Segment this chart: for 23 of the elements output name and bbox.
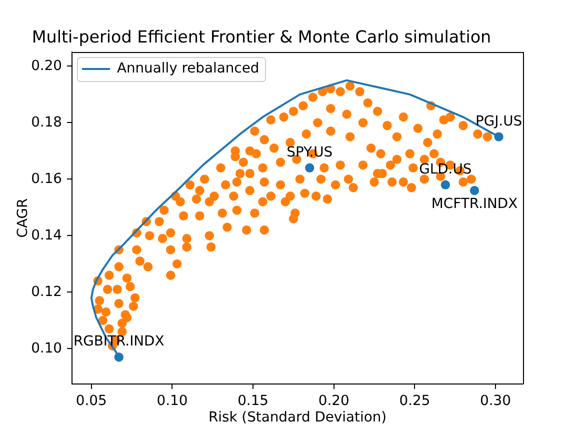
- x-tick-label: 0.15: [238, 392, 269, 409]
- x-tick-label: 0.10: [156, 392, 188, 409]
- y-tick-label: 0.14: [31, 227, 62, 244]
- point: [494, 132, 504, 142]
- y-axis-title: CAGR: [14, 198, 31, 238]
- point: [440, 180, 450, 190]
- x-axis-title: Risk (Standard Deviation): [208, 409, 387, 426]
- annotation: MCFTR.INDX: [431, 196, 518, 212]
- x-tick-label: 0.20: [318, 392, 350, 409]
- x-tick-label: 0.05: [76, 392, 107, 409]
- point: [114, 352, 124, 362]
- y-tick-label: 0.12: [31, 284, 62, 300]
- point: [305, 163, 314, 172]
- x-tick-label: 0.30: [480, 392, 511, 409]
- y-tick-label: 0.20: [31, 58, 62, 74]
- chart-title: Multi-period Efficient Frontier & Monte Carlo simulation: [32, 26, 492, 46]
- y-tick-label: 0.16: [31, 170, 62, 187]
- annotation: PGJ.US: [475, 113, 522, 130]
- legend-label: Annually rebalanced: [116, 60, 260, 77]
- y-tick-label: 0.18: [31, 114, 62, 130]
- x-tick-label: 0.25: [399, 392, 430, 409]
- point: [470, 186, 480, 196]
- y-tick-label: 0.10: [31, 340, 62, 356]
